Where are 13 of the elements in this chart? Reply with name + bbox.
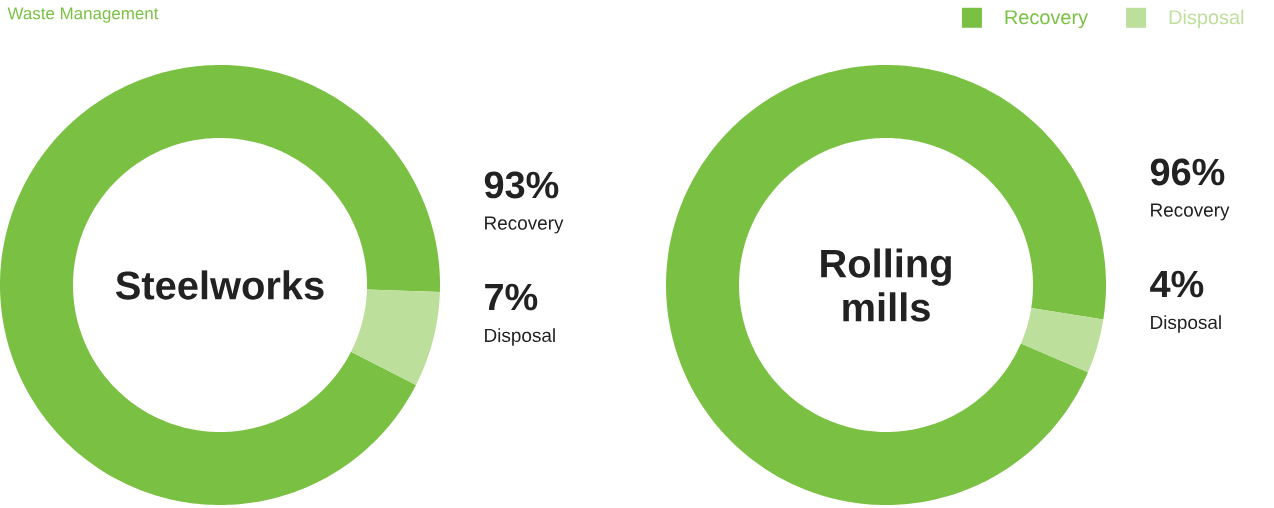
legend-label: Disposal	[1169, 9, 1244, 29]
slice-label: Disposal	[485, 328, 555, 346]
data-label: 4%	[1150, 270, 1204, 298]
slice-label: Recovery	[485, 216, 564, 234]
slice-label: Recovery	[1151, 203, 1230, 221]
slice-label: Disposal	[1151, 315, 1221, 333]
data-label: 96%	[1150, 158, 1225, 186]
text: Steelworks	[115, 270, 324, 300]
text: Waste Management	[7, 7, 159, 23]
data-label: 93%	[484, 171, 559, 199]
legend-label: Recovery	[1005, 10, 1089, 29]
text: Rolling mills	[821, 248, 951, 322]
data-label: 7%	[485, 283, 538, 311]
